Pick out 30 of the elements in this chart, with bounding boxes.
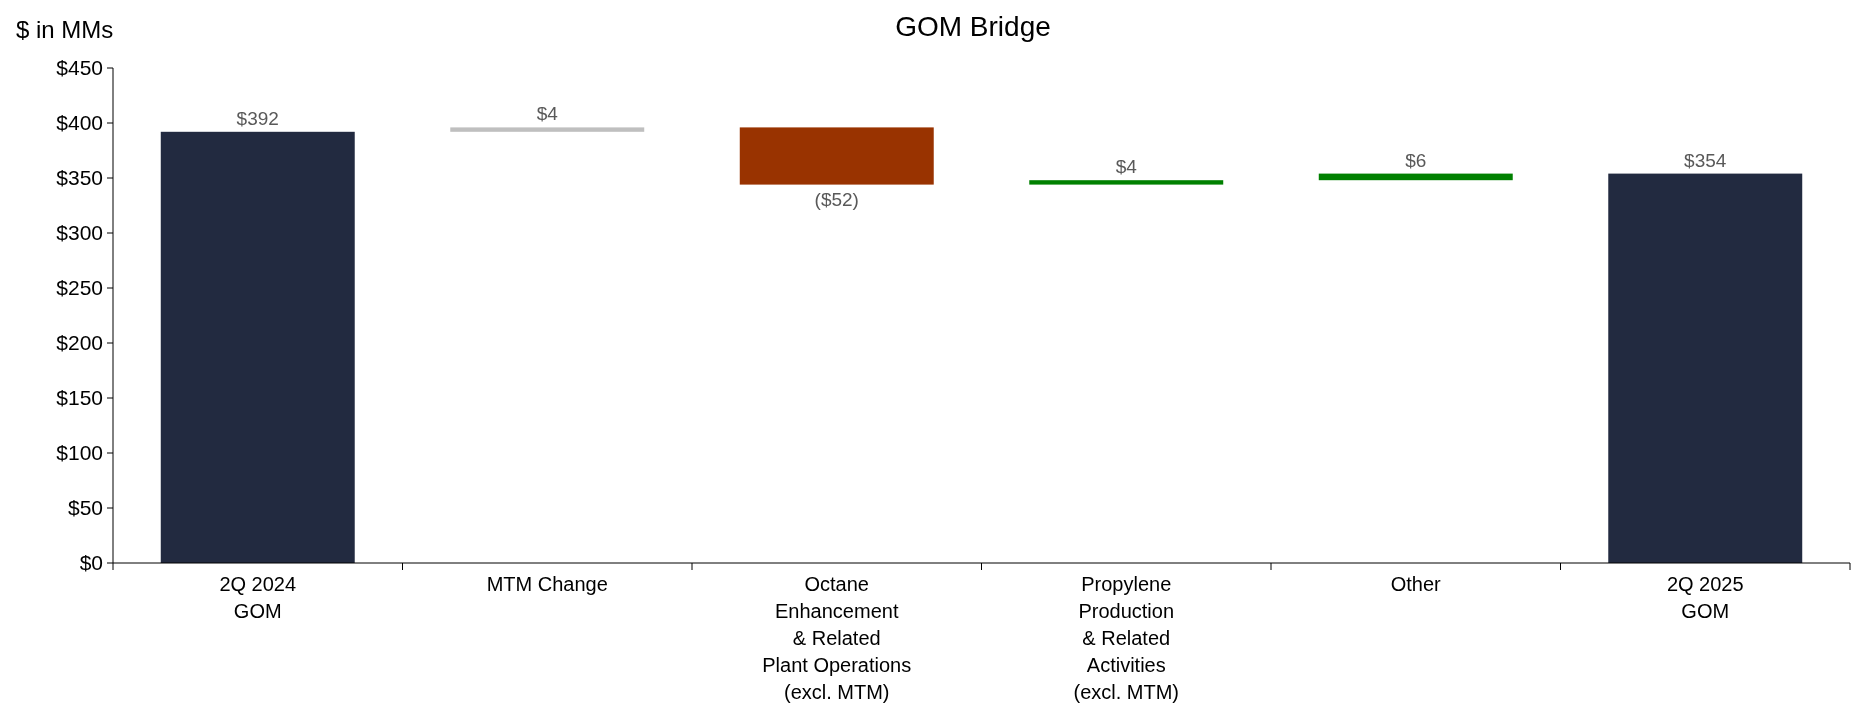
chart-title: GOM Bridge [895, 11, 1051, 42]
data-label: $4 [1115, 156, 1138, 178]
bar [1608, 173, 1803, 563]
y-tick-label: $250 [56, 276, 103, 300]
data-label: $354 [1684, 149, 1727, 171]
x-tick-label: MTM Change [486, 573, 608, 595]
y-tick-label: $50 [67, 496, 103, 520]
y-tick-label: $200 [56, 331, 103, 355]
bar [160, 131, 355, 563]
y-tick-label: $450 [56, 56, 103, 80]
y-tick-label: $300 [56, 221, 103, 245]
y-tick-label: $0 [79, 551, 103, 575]
bar [739, 127, 934, 185]
data-label: $4 [536, 103, 559, 125]
bar [450, 127, 645, 132]
x-tick-label: 2Q 2025 GOM [1666, 573, 1744, 622]
x-tick-label: Octane Enhancement & Related Plant Operations (excl. MTM) [762, 573, 912, 703]
bar [1318, 173, 1513, 181]
y-axis-title: $ in MMs [16, 16, 114, 43]
x-tick-label: 2Q 2024 GOM [219, 573, 297, 622]
y-tick-label: $150 [56, 386, 103, 410]
x-tick-label: Other [1390, 573, 1442, 595]
bar [1029, 180, 1224, 185]
y-tick-label: $100 [56, 441, 103, 465]
data-label: $392 [236, 107, 279, 129]
y-tick-label: $400 [56, 111, 103, 135]
x-tick-label: Propylene Production & Related Activities (excl. MTM) [1073, 573, 1180, 703]
data-label: $6 [1405, 149, 1427, 171]
y-tick-label: $350 [56, 166, 103, 190]
data-label: ($52) [814, 188, 859, 210]
